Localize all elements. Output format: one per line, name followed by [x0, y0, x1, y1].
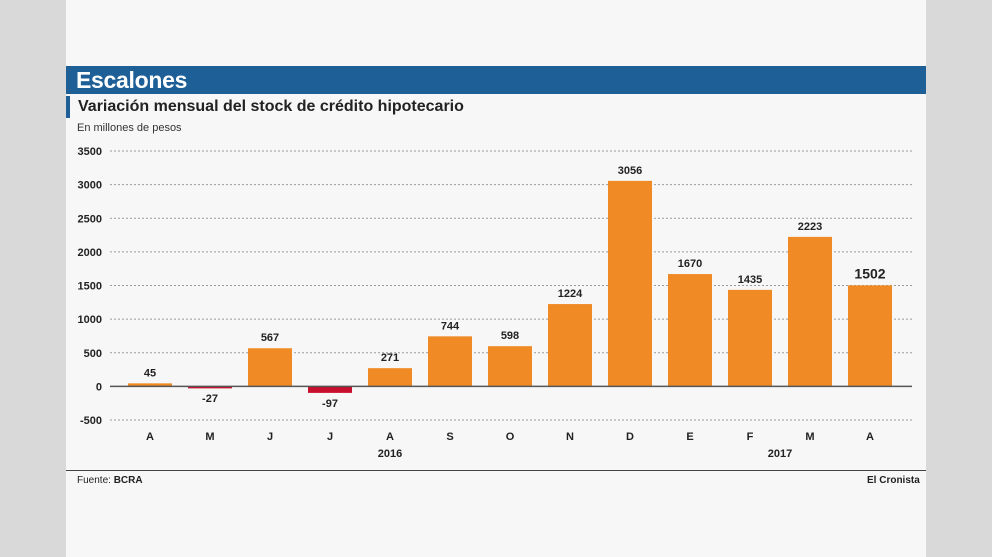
data-label: 1502	[854, 265, 885, 281]
y-tick-label: 1000	[78, 314, 102, 326]
x-tick-label: J	[327, 431, 333, 443]
x-tick-label: M	[805, 431, 814, 443]
y-tick-label: 2000	[78, 247, 102, 259]
data-label: 744	[441, 320, 460, 332]
data-label: 3056	[618, 165, 642, 177]
chart-subtitle: Variación mensual del stock de crédito h…	[78, 98, 464, 115]
data-label: 45	[144, 367, 156, 379]
footer-divider	[66, 470, 926, 471]
source-value: BCRA	[113, 475, 143, 486]
year-label: 2016	[378, 448, 402, 460]
data-label: 1670	[678, 258, 702, 270]
x-tick-label: A	[386, 431, 394, 443]
x-tick-label: M	[205, 431, 214, 443]
data-label: -97	[322, 398, 338, 410]
y-tick-label: -500	[80, 415, 102, 427]
bar	[788, 236, 832, 387]
bar	[728, 289, 772, 387]
year-label: 2017	[768, 448, 792, 460]
bar	[668, 274, 712, 387]
bar-chart: 3500 3000 2500 2000 1500 1000 500 0 -500 45 -27 567…	[78, 146, 912, 460]
data-label: 1224	[558, 288, 583, 300]
x-tick-label: A	[146, 431, 154, 443]
bar	[248, 348, 292, 387]
data-label: 271	[381, 352, 399, 364]
data-label: -27	[202, 393, 218, 405]
header-bar: Escalones	[66, 66, 926, 94]
header-title: Escalones	[76, 67, 188, 93]
y-tick-label: 3500	[78, 146, 102, 158]
x-tick-label: F	[747, 431, 754, 443]
bar	[488, 346, 532, 387]
x-tick-label: D	[626, 431, 634, 443]
y-tick-label: 1500	[78, 281, 102, 293]
x-tick-label: E	[686, 431, 693, 443]
bar	[548, 304, 592, 387]
y-tick-label: 2500	[78, 213, 102, 225]
x-tick-label: A	[866, 431, 874, 443]
source-label: Fuente:	[77, 475, 111, 486]
bar	[188, 386, 232, 389]
y-tick-label: 3000	[78, 180, 102, 192]
x-tick-label: S	[446, 431, 453, 443]
x-tick-label: N	[566, 431, 574, 443]
y-tick-label: 500	[84, 348, 102, 360]
units-label: En millones de pesos	[77, 122, 182, 134]
source-note: Fuente: BCRA	[77, 475, 143, 486]
bar	[428, 336, 472, 387]
x-tick-label: O	[506, 431, 515, 443]
chart-subtitle-block: Variación mensual del stock de crédito h…	[66, 96, 926, 118]
data-label: 1435	[738, 274, 762, 286]
data-label: 567	[261, 332, 279, 344]
brand-label: El Cronista	[867, 475, 920, 486]
bar	[308, 386, 352, 393]
bar	[128, 383, 172, 387]
bar	[608, 180, 652, 387]
x-tick-label: J	[267, 431, 273, 443]
y-tick-label: 0	[96, 381, 102, 393]
bar	[368, 368, 412, 387]
data-label: 598	[501, 330, 519, 342]
data-label: 2223	[798, 221, 822, 233]
bar	[848, 285, 892, 387]
